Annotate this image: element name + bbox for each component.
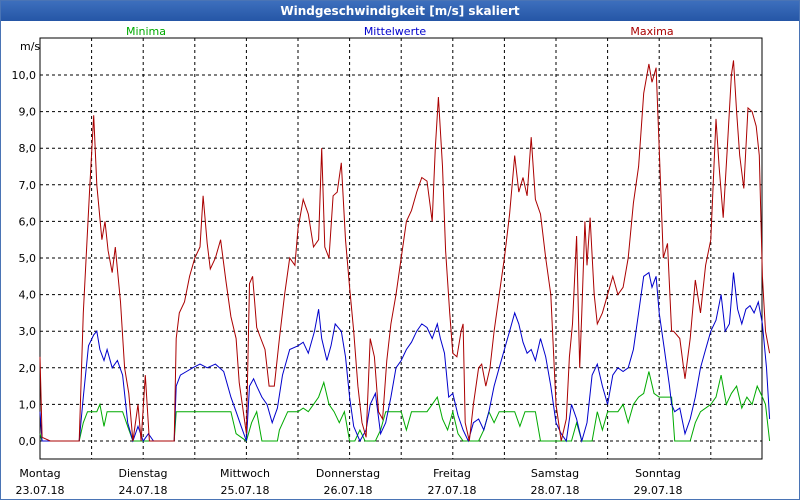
y-tick-label: 6,0 bbox=[19, 215, 37, 228]
legend-mittelwerte: Mittelwerte bbox=[364, 25, 427, 38]
day-name-label: Dienstag bbox=[118, 467, 167, 480]
day-name-label: Freitag bbox=[433, 467, 471, 480]
legend-maxima: Maxima bbox=[630, 25, 673, 38]
legend: Minima Mittelwerte Maxima bbox=[126, 25, 674, 38]
y-tick-label: 7,0 bbox=[19, 179, 37, 192]
y-tick-label: 8,0 bbox=[19, 142, 37, 155]
y-tick-label: 3,0 bbox=[19, 325, 37, 338]
day-date-label: 28.07.18 bbox=[531, 484, 580, 497]
day-date-label: 25.07.18 bbox=[221, 484, 270, 497]
series-layer bbox=[39, 60, 771, 443]
day-name-label: Samstag bbox=[531, 467, 579, 480]
y-tick-label: 10,0 bbox=[12, 69, 37, 82]
day-name-label: Sonntag bbox=[635, 467, 681, 480]
y-tick-label: 2,0 bbox=[19, 362, 37, 375]
y-tick-label: 5,0 bbox=[19, 252, 37, 265]
y-tick-label: 0,0 bbox=[19, 435, 37, 448]
series-maxima bbox=[39, 60, 771, 442]
day-date-label: 24.07.18 bbox=[119, 484, 168, 497]
day-date-label: 23.07.18 bbox=[16, 484, 65, 497]
y-tick-label: 1,0 bbox=[19, 398, 37, 411]
series-mittelwerte bbox=[39, 271, 771, 443]
day-date-label: 29.07.18 bbox=[634, 484, 683, 497]
day-date-label: 27.07.18 bbox=[428, 484, 477, 497]
window-title: Windgeschwindigkeit [m/s] skaliert bbox=[1, 1, 799, 21]
x-axis-day-labels: Montag 23.07.18 Dienstag 24.07.18 Mittwoch 25… bbox=[16, 467, 683, 497]
day-name-label: Mittwoch bbox=[220, 467, 270, 480]
legend-minima: Minima bbox=[126, 25, 166, 38]
y-tick-label: 4,0 bbox=[19, 289, 37, 302]
y-tick-label: 9,0 bbox=[19, 106, 37, 119]
day-name-label: Montag bbox=[19, 467, 60, 480]
day-date-label: 26.07.18 bbox=[324, 484, 373, 497]
day-name-label: Donnerstag bbox=[316, 467, 380, 480]
y-axis-label: m/s bbox=[20, 40, 40, 53]
series-minima bbox=[39, 371, 771, 442]
y-axis-ticks: 0,0 1,0 2,0 3,0 4,0 5,0 6,0 7,0 8,0 9,0 10,0 bbox=[12, 69, 37, 448]
